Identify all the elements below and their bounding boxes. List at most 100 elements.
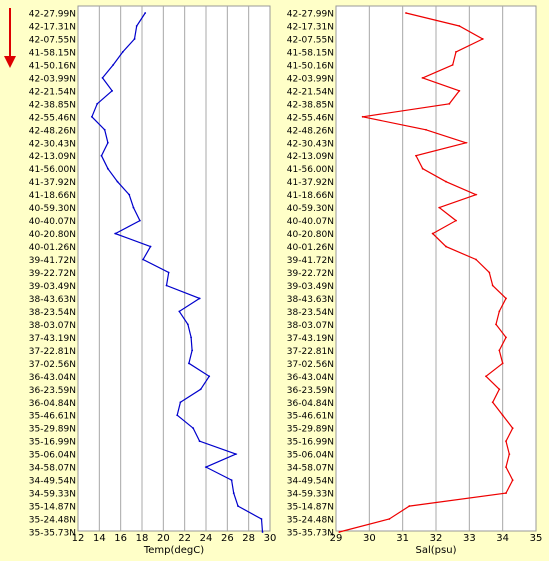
data-point — [485, 375, 487, 378]
y-tick-label: 40-20.80N — [287, 230, 334, 240]
y-tick-label: 35-24.48N — [287, 516, 334, 526]
data-point — [498, 349, 501, 352]
data-point — [90, 115, 93, 118]
data-point — [458, 25, 461, 27]
data-point — [176, 414, 179, 417]
data-point — [198, 440, 201, 443]
data-point — [408, 505, 411, 507]
y-tick-label: 42-03.99N — [287, 74, 334, 84]
y-tick-label: 34-59.33N — [29, 490, 76, 500]
data-point — [475, 193, 477, 196]
data-point — [508, 453, 511, 456]
y-tick-label: 39-41.72N — [287, 256, 334, 266]
data-point — [234, 453, 237, 456]
data-point — [501, 414, 504, 417]
direction-arrow-head — [4, 56, 16, 68]
data-point — [191, 349, 194, 352]
data-point — [458, 89, 461, 92]
data-point — [198, 297, 201, 300]
x-tick-label: 22 — [178, 533, 191, 544]
data-point — [133, 38, 136, 40]
data-point — [438, 206, 441, 209]
y-tick-label: 35-29.89N — [29, 425, 76, 435]
y-tick-label: 35-24.48N — [29, 516, 76, 526]
x-tick-label: 32 — [430, 533, 443, 544]
data-point — [511, 479, 514, 481]
data-point — [179, 401, 182, 404]
x-axis-label: Sal(psu) — [416, 545, 457, 556]
x-tick-label: 30 — [264, 533, 277, 544]
data-point — [199, 388, 202, 391]
x-tick-label: 18 — [136, 533, 149, 544]
y-tick-label: 42-17.31N — [287, 22, 334, 32]
y-tick-label: 42-07.55N — [29, 35, 76, 45]
data-point — [178, 310, 181, 313]
y-tick-label: 41-58.15N — [287, 48, 334, 58]
data-point — [114, 232, 117, 235]
x-tick-label: 31 — [396, 533, 409, 544]
plot-area — [77, 5, 271, 532]
data-point — [445, 245, 447, 248]
data-point — [491, 284, 494, 287]
y-tick-label: 40-59.30N — [287, 204, 334, 214]
y-tick-label: 41-18.66N — [287, 191, 334, 201]
y-tick-label: 42-27.99N — [287, 10, 334, 20]
y-tick-label: 41-58.15N — [29, 48, 76, 58]
data-point — [338, 531, 341, 533]
data-point — [495, 323, 497, 326]
y-tick-label: 39-22.72N — [287, 269, 334, 279]
x-tick-label: 28 — [242, 533, 255, 544]
direction-arrow — [4, 8, 16, 68]
data-point — [128, 193, 131, 196]
data-point — [405, 12, 407, 14]
y-tick-label: 40-01.26N — [287, 243, 334, 253]
y-tick-label: 35-35.73N — [29, 529, 76, 539]
data-point — [103, 128, 106, 131]
data-point — [415, 154, 417, 157]
data-point — [451, 64, 454, 66]
y-tick-label: 35-46.61N — [287, 412, 334, 422]
y-tick-label: 36-23.59N — [29, 386, 76, 396]
data-point — [237, 505, 239, 507]
panel-2: 29 30 31 32 33 34 35 Sal(psu) 42-27.99N 42-17.31N… — [287, 5, 542, 556]
y-tick-label: 36-04.84N — [287, 399, 334, 409]
y-tick-label: 39-03.49N — [287, 282, 334, 292]
data-point — [192, 427, 195, 430]
y-tick-label: 42-48.26N — [287, 126, 334, 136]
data-point — [445, 180, 447, 183]
y-tick-label: 42-13.09N — [287, 152, 334, 162]
data-point — [261, 531, 264, 533]
data-point — [475, 258, 477, 261]
y-tick-label: 41-50.16N — [29, 61, 76, 71]
y-tick-label: 42-03.99N — [29, 74, 76, 84]
data-point — [421, 167, 424, 170]
y-tick-label: 40-40.07N — [29, 217, 76, 227]
data-point — [144, 12, 147, 14]
data-point — [96, 102, 99, 105]
data-point — [116, 180, 119, 183]
y-tick-label: 42-38.85N — [287, 100, 334, 110]
y-tick-label: 42-21.54N — [29, 87, 76, 97]
y-tick-label: 34-49.54N — [29, 477, 76, 487]
data-point — [232, 492, 235, 494]
y-tick-label: 34-59.33N — [287, 490, 334, 500]
y-tick-label: 42-21.54N — [287, 87, 334, 97]
x-tick-label: 20 — [157, 533, 170, 544]
data-point — [186, 323, 189, 326]
data-point — [135, 25, 138, 27]
data-point — [167, 271, 170, 274]
y-tick-label: 41-18.66N — [29, 191, 76, 201]
data-point — [498, 310, 501, 313]
y-tick-label: 41-37.92N — [287, 178, 334, 188]
y-tick-label: 42-48.26N — [29, 126, 76, 136]
y-tick-label: 38-23.54N — [29, 308, 76, 318]
y-tick-label: 42-30.43N — [287, 139, 334, 149]
y-tick-label: 39-03.49N — [29, 282, 76, 292]
y-tick-label: 42-55.46N — [287, 113, 334, 123]
y-tick-label: 35-29.89N — [287, 425, 334, 435]
data-point — [501, 362, 504, 365]
data-point — [488, 271, 491, 274]
data-point — [188, 362, 190, 365]
panel-1: 12 14 16 18 20 22 24 26 28 30 Temp(degC) 42-27.99N 4… — [29, 5, 277, 556]
